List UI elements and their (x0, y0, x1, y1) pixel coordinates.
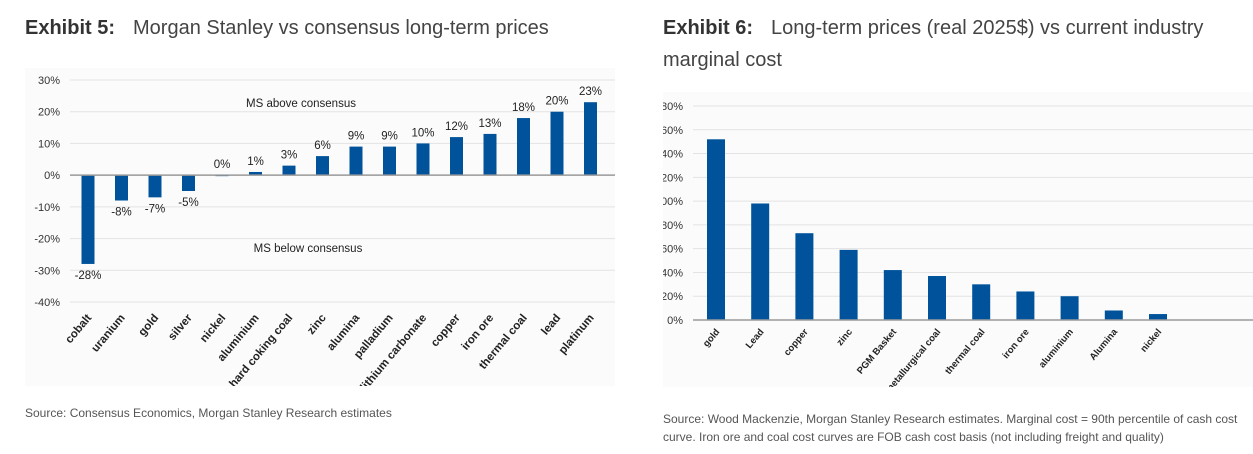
bar-alumina (349, 146, 363, 176)
exhibit-5-svg: 30% 20% 10% 0% -10% -20% -30% -40% -28% cobalt -8%… (34, 75, 615, 386)
exhibit-6-source: Source: Wood Mackenzie, Morgan Stanley R… (663, 412, 1238, 444)
exhibit-6-title-text: Long-term prices (real 2025$) vs current… (663, 17, 1204, 71)
bar-uranium (115, 175, 128, 201)
x-category-label: platinum (557, 312, 597, 356)
bar-metallurgical-coal (928, 276, 946, 320)
bar-copper (450, 137, 463, 176)
y-tick-label: 180% (663, 101, 683, 113)
bar-zinc (316, 156, 329, 176)
x-category-label: zinc (835, 327, 855, 348)
x-category-label: Lead (744, 327, 767, 351)
bar-gold (148, 175, 162, 198)
bar-nickel (1149, 314, 1167, 320)
data-label: -8% (111, 207, 131, 219)
y-tick-label: 100% (663, 196, 683, 208)
bar-alumina (1104, 310, 1123, 320)
x-category-label: copper (429, 312, 463, 349)
data-label: -7% (145, 203, 165, 215)
x-category-label: nickel (1139, 327, 1165, 355)
bar-lead (550, 111, 564, 176)
y-tick-label: -30% (34, 265, 60, 277)
bar-copper (795, 233, 814, 320)
data-label: 9% (348, 131, 365, 143)
exhibit-6-title: Exhibit 6: Long-term prices (real 2025$) … (663, 12, 1243, 76)
x-category-label: nickel (198, 312, 228, 345)
exhibit-6-label: Exhibit 6: (663, 17, 754, 39)
exhibit-5-title: Exhibit 5: Morgan Stanley vs consensus lo… (25, 12, 549, 44)
exhibit-5-source: Source: Consensus Economics, Morgan Stan… (25, 406, 392, 420)
y-tick-label: 30% (38, 75, 60, 87)
x-category-label: copper (782, 327, 811, 359)
data-label: 0% (214, 159, 231, 171)
bar-cobalt (81, 175, 95, 264)
exhibit-5-chart: 30% 20% 10% 0% -10% -20% -30% -40% -28% cobalt -8%… (25, 68, 615, 386)
data-label: 6% (314, 140, 331, 152)
bar-iron-ore (1016, 291, 1035, 320)
x-category-label: cobalt (63, 312, 94, 346)
bar-silver (182, 175, 195, 191)
exhibit-5-label: Exhibit 5: (25, 17, 116, 39)
x-category-label: uranium (89, 312, 127, 354)
y-tick-label: 80% (663, 220, 683, 232)
x-category-label: hard coking coal (227, 312, 295, 386)
data-label: 9% (381, 131, 398, 143)
bar-hard-coking-coal (282, 165, 296, 176)
x-category-label: lead (539, 312, 563, 337)
data-label: 10% (411, 127, 434, 139)
bar-platinum (584, 102, 597, 176)
y-tick-label: 140% (663, 149, 683, 161)
data-label: 13% (478, 118, 501, 130)
data-label: 20% (545, 96, 568, 108)
bar-lithium-carbonate (416, 143, 430, 176)
y-tick-label: -40% (34, 297, 60, 309)
bar-gold (707, 139, 725, 320)
data-label: 12% (445, 121, 468, 133)
bar-iron-ore (483, 133, 497, 176)
exhibit-6-chart: 180% 160% 140% 120% 100% 80% 60% 40% 20% 0% gold Le… (663, 92, 1253, 387)
y-tick-label: 0% (667, 315, 683, 327)
y-tick-label: 120% (663, 172, 683, 184)
bar-pgm-basket (883, 270, 902, 320)
data-label: 1% (247, 156, 264, 168)
y-tick-label: 10% (38, 138, 60, 150)
x-category-label: iron ore (1001, 327, 1032, 361)
bar-thermal-coal (517, 118, 530, 176)
y-tick-label: 160% (663, 125, 683, 137)
x-category-label: zinc (305, 312, 329, 337)
y-tick-label: 0% (44, 170, 60, 182)
bar-thermal-coal (972, 284, 991, 320)
x-category-label: aluminium (1037, 327, 1076, 370)
data-label: 23% (579, 86, 602, 98)
y-tick-label: 20% (663, 291, 683, 303)
x-category-label: silver (166, 312, 195, 343)
x-category-label: thermal coal (943, 327, 987, 377)
y-tick-label: 40% (663, 267, 683, 279)
exhibit-5-title-text: Morgan Stanley vs consensus long-term pr… (133, 17, 549, 39)
annotation-below: MS below consensus (254, 243, 363, 255)
bar-lead (751, 203, 770, 320)
bar-aluminium (249, 171, 262, 176)
bar-aluminium (1060, 296, 1079, 320)
data-label: 18% (512, 102, 535, 114)
x-category-label: PGM Basket (855, 326, 900, 376)
exhibit-6-svg: 180% 160% 140% 120% 100% 80% 60% 40% 20% 0% gold Le… (663, 101, 1253, 387)
annotation-above: MS above consensus (246, 98, 356, 110)
x-category-label: gold (701, 327, 722, 350)
bar-zinc (839, 249, 858, 320)
y-tick-label: -10% (34, 202, 60, 214)
x-category-label: Alumina (1088, 326, 1121, 362)
y-tick-label: -20% (34, 234, 60, 246)
data-label: 3% (281, 150, 298, 162)
y-tick-label: 60% (663, 244, 683, 256)
x-category-label: gold (136, 312, 161, 338)
y-tick-label: 20% (38, 107, 60, 119)
bar-palladium (383, 146, 396, 176)
data-label: -5% (178, 197, 198, 209)
data-label: -28% (75, 270, 102, 282)
